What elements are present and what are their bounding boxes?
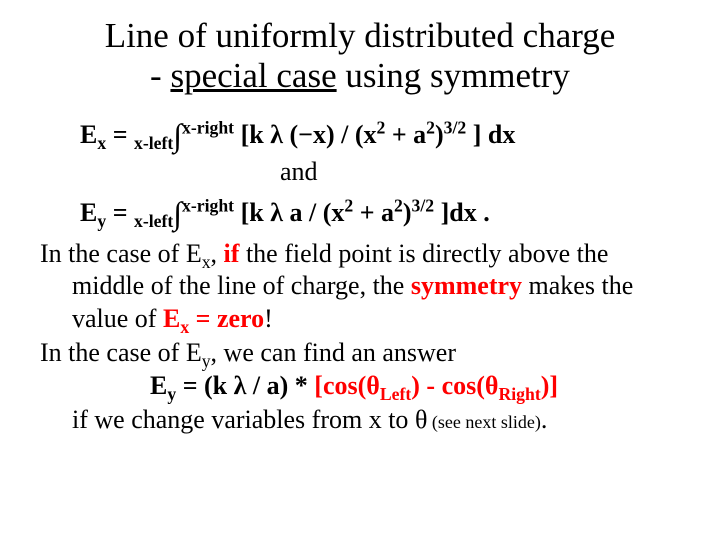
p3-note: (see next slide) (427, 412, 540, 432)
ex-negx: (−x) / (x (283, 120, 377, 149)
p2-t2: , we can find an answer (211, 338, 456, 367)
eyres-right: Right (498, 384, 540, 404)
p1-sym: symmetry (411, 271, 522, 300)
ey-pow: 3/2 (412, 195, 435, 215)
and-text: and (280, 154, 680, 189)
ey-upper: x-right (182, 195, 234, 215)
eyres-brclose: )] (541, 371, 558, 400)
ey-sq2: 2 (394, 195, 403, 215)
ey-close: ]dx . (434, 198, 490, 227)
p1-ex0a: E (163, 304, 180, 333)
eyres-bropen: [cos( (314, 371, 366, 400)
slide: Line of uniformly distributed charge - s… (0, 0, 720, 447)
equation-ex: Ex = x-left∫x-right [k λ (−x) / (x2 + a2… (80, 111, 680, 232)
ey-aover: a / (x (283, 198, 344, 227)
slide-title: Line of uniformly distributed charge - s… (40, 16, 680, 97)
ey-lower: x-left (134, 211, 173, 231)
eyres-left: Left (380, 384, 411, 404)
ey-paren: ) (403, 198, 412, 227)
ey-open: [k (234, 198, 270, 227)
p2-t1: In the case of E (40, 338, 202, 367)
ey-plusa: + a (353, 198, 394, 227)
ey-suby: y (97, 211, 106, 231)
p2-suby: y (202, 352, 211, 372)
ey-sq1: 2 (344, 195, 353, 215)
title-special-case: special case (170, 56, 336, 95)
p1-ex0b: = zero (189, 304, 264, 333)
p1-t1: In the case of E (40, 239, 202, 268)
eyres-th1: θ (366, 371, 380, 400)
integral-icon: ∫ (173, 195, 182, 231)
ex-pow: 3/2 (444, 117, 467, 137)
title-line1: Line of uniformly distributed charge (105, 16, 616, 55)
paragraph-ey: In the case of Ey, we can find an answer (40, 337, 680, 370)
paragraph-ex: In the case of Ex, if the field point is… (40, 238, 680, 336)
ey-E: E (80, 198, 97, 227)
ex-eq: = (106, 120, 134, 149)
p3-t1: if we change variables from x to (72, 405, 415, 434)
paragraph-change-var: if we change variables from x to θ (see … (40, 404, 680, 437)
ex-open: [k (234, 120, 270, 149)
body-text: In the case of Ex, if the field point is… (40, 238, 680, 437)
ey-result: Ey = (k λ / a) * [cos(θLeft) - cos(θRigh… (150, 370, 680, 403)
p3-dot: . (541, 405, 548, 434)
title-line2c: using symmetry (337, 56, 570, 95)
p1-subx: x (202, 252, 211, 272)
p1-bang: ! (264, 304, 273, 333)
ex-lambda: λ (270, 120, 283, 149)
ex-sq1: 2 (376, 117, 385, 137)
ex-close: ] dx (466, 120, 515, 149)
ex-plusa: + a (385, 120, 426, 149)
ex-paren: ) (435, 120, 444, 149)
eyres-sub: y (167, 384, 176, 404)
ey-lambda: λ (270, 198, 283, 227)
ex-lower: x-left (134, 133, 173, 153)
title-line2a: - (150, 56, 170, 95)
eyres-lambda: λ (234, 371, 247, 400)
eyres-mid: ) - cos( (411, 371, 485, 400)
ex-E: E (80, 120, 97, 149)
p1-t2: , (211, 239, 224, 268)
ex-upper: x-right (182, 117, 234, 137)
eyres-th2: θ (485, 371, 499, 400)
p1-ex0sub: x (180, 317, 189, 337)
ex-sq2: 2 (426, 117, 435, 137)
ey-eq: = (106, 198, 134, 227)
eyres-overa: / a) * (246, 371, 314, 400)
p1-if: if (224, 239, 240, 268)
ex-subx: x (97, 133, 106, 153)
eyres-E: E (150, 371, 167, 400)
p3-theta: θ (415, 405, 427, 434)
integral-icon: ∫ (173, 117, 182, 153)
eyres-eq: = (k (176, 371, 233, 400)
